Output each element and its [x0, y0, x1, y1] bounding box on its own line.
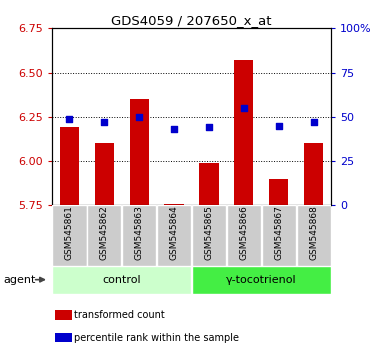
Text: transformed count: transformed count — [74, 310, 165, 320]
Text: GSM545863: GSM545863 — [135, 205, 144, 260]
Bar — [60, 127, 79, 205]
Bar — [227, 205, 261, 266]
Text: GSM545861: GSM545861 — [65, 205, 74, 260]
Bar — [269, 179, 288, 205]
Text: γ-tocotrienol: γ-tocotrienol — [226, 275, 296, 285]
Bar — [234, 60, 253, 205]
Bar — [164, 204, 184, 205]
Bar — [95, 143, 114, 205]
Text: GSM545865: GSM545865 — [204, 205, 214, 260]
Bar — [52, 266, 191, 294]
Text: percentile rank within the sample: percentile rank within the sample — [74, 333, 239, 343]
Title: GDS4059 / 207650_x_at: GDS4059 / 207650_x_at — [111, 14, 272, 27]
Bar — [192, 205, 226, 266]
Text: GSM545864: GSM545864 — [169, 205, 179, 260]
Bar — [157, 205, 191, 266]
Point — [136, 114, 142, 120]
Text: GSM545867: GSM545867 — [274, 205, 283, 260]
Point — [66, 116, 72, 121]
Text: control: control — [102, 275, 141, 285]
Bar — [55, 333, 72, 343]
Bar — [130, 99, 149, 205]
Text: GSM545866: GSM545866 — [239, 205, 248, 260]
Point — [276, 123, 282, 129]
Bar — [304, 143, 323, 205]
Point — [171, 126, 177, 132]
Text: GSM545862: GSM545862 — [100, 205, 109, 260]
Point — [101, 119, 107, 125]
Bar — [296, 205, 331, 266]
Text: agent: agent — [4, 275, 36, 285]
Text: GSM545868: GSM545868 — [309, 205, 318, 260]
Bar — [52, 205, 87, 266]
Point — [206, 125, 212, 130]
Point — [311, 119, 317, 125]
Bar — [192, 266, 331, 294]
Bar — [87, 205, 121, 266]
Bar — [199, 163, 219, 205]
Bar — [122, 205, 156, 266]
Point — [241, 105, 247, 111]
Bar — [55, 310, 72, 320]
Bar — [262, 205, 296, 266]
